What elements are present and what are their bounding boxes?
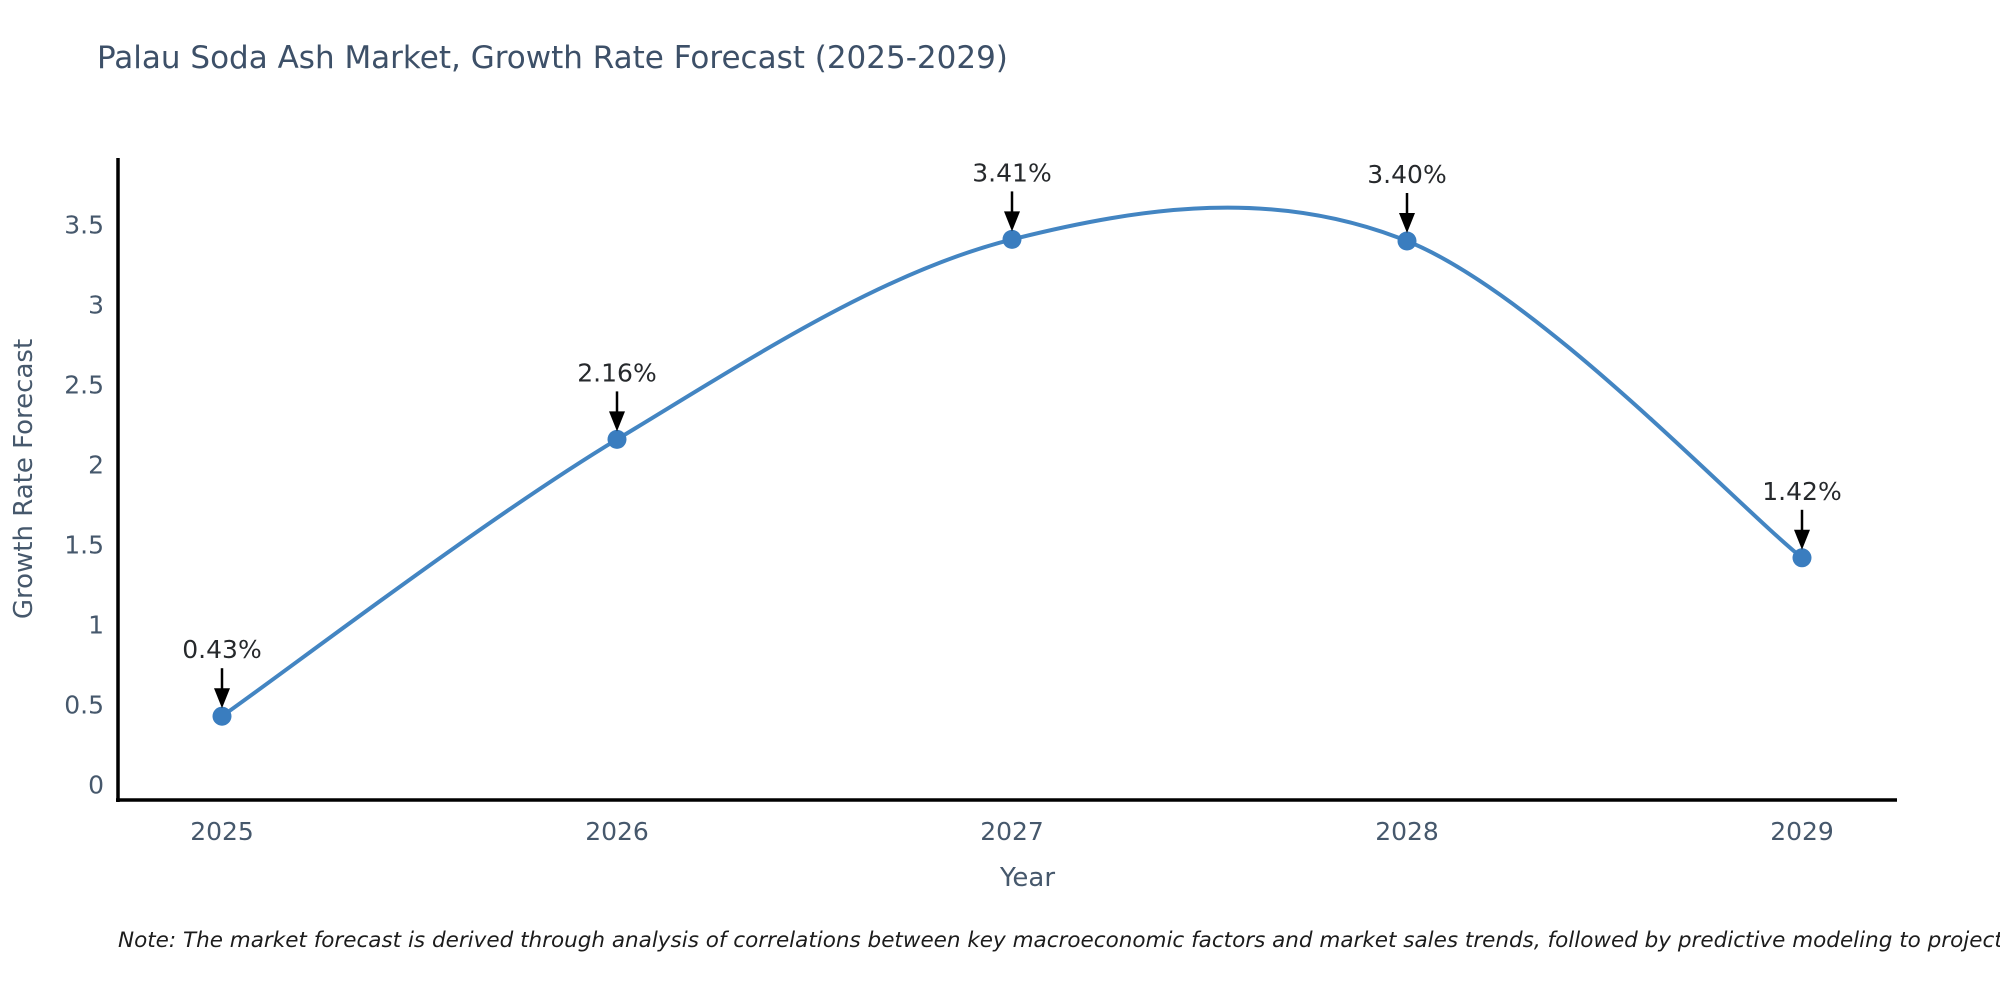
data-point-label: 3.41% bbox=[972, 158, 1051, 187]
data-point[interactable] bbox=[1792, 548, 1812, 568]
annotation-arrow-head bbox=[1399, 213, 1415, 233]
data-point[interactable] bbox=[212, 706, 232, 726]
x-tick-label: 2028 bbox=[1375, 817, 1439, 846]
data-point-label: 1.42% bbox=[1762, 477, 1841, 506]
x-axis-title: Year bbox=[999, 863, 1055, 893]
y-tick-label: 0.5 bbox=[64, 691, 104, 720]
y-tick-label: 2.5 bbox=[64, 371, 104, 400]
y-tick-label: 2 bbox=[88, 451, 104, 480]
data-point-label: 2.16% bbox=[577, 358, 656, 387]
y-tick-label: 3 bbox=[88, 291, 104, 320]
y-tick-label: 1.5 bbox=[64, 531, 104, 560]
x-tick-label: 2026 bbox=[585, 817, 649, 846]
x-tick-label: 2027 bbox=[980, 817, 1044, 846]
x-tick-label: 2029 bbox=[1770, 817, 1834, 846]
data-point[interactable] bbox=[1397, 231, 1417, 251]
data-point[interactable] bbox=[607, 429, 627, 449]
y-tick-label: 1 bbox=[88, 611, 104, 640]
y-axis-title: Growth Rate Forecast bbox=[9, 339, 39, 619]
annotation-arrow-head bbox=[1794, 529, 1810, 550]
data-point[interactable] bbox=[1002, 229, 1022, 249]
chart-title: Palau Soda Ash Market, Growth Rate Forec… bbox=[97, 40, 1008, 76]
footnote: Note: The market forecast is derived thr… bbox=[118, 928, 2000, 953]
annotation-arrow-head bbox=[1004, 211, 1020, 232]
annotation-arrow-head bbox=[609, 411, 625, 432]
x-tick-label: 2025 bbox=[190, 817, 254, 846]
y-tick-label: 3.5 bbox=[64, 211, 104, 240]
data-point-label: 3.40% bbox=[1367, 160, 1446, 189]
data-line bbox=[220, 205, 1804, 719]
data-point-label: 0.43% bbox=[182, 635, 261, 664]
y-tick-label: 0 bbox=[88, 771, 104, 800]
annotation-arrow-head bbox=[214, 688, 230, 709]
